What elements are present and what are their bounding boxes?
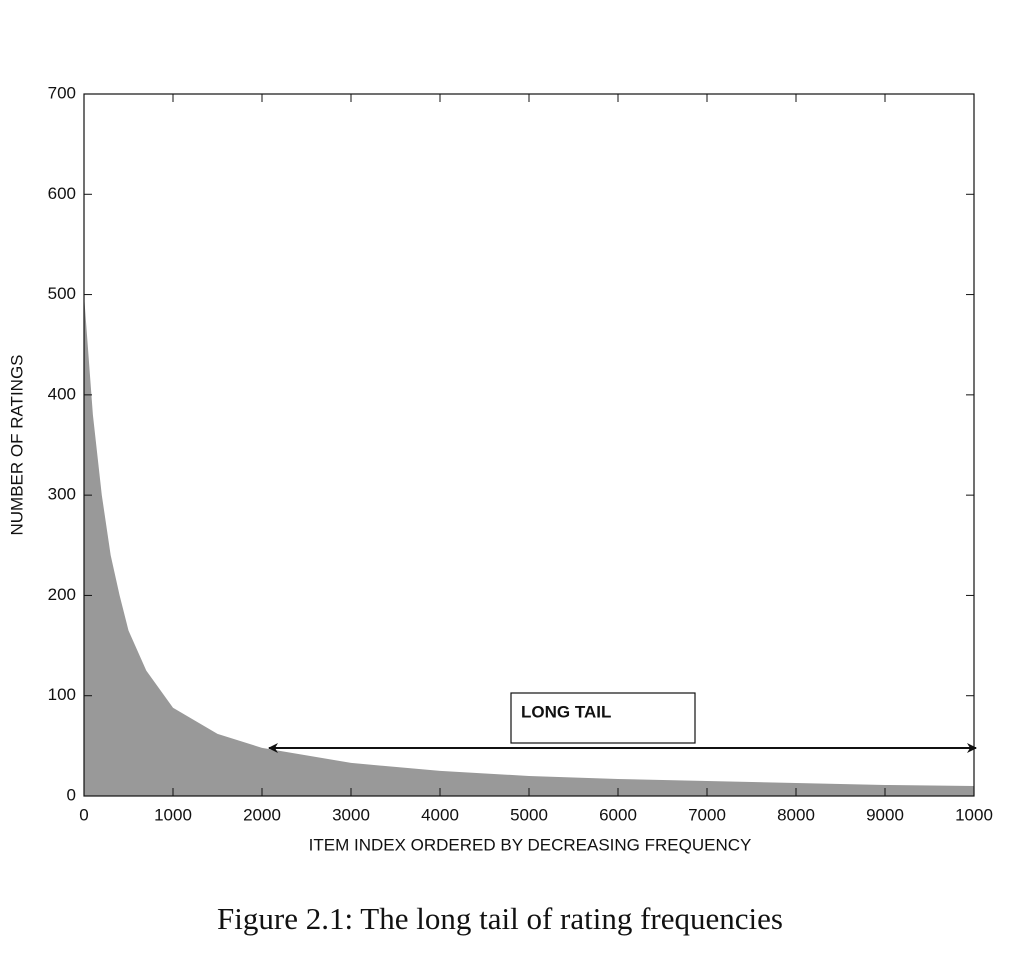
y-tick-label: 100: [48, 685, 76, 704]
x-tick-label: 4000: [421, 805, 459, 824]
x-tick-label: 1000: [955, 805, 993, 824]
y-tick-label: 700: [48, 83, 76, 102]
y-tick-label: 200: [48, 585, 76, 604]
area: [84, 294, 974, 796]
plot-frame: [83, 93, 975, 797]
x-tick-label: 2000: [243, 805, 281, 824]
x-tick-label: 5000: [510, 805, 548, 824]
x-tick-label: 9000: [866, 805, 904, 824]
y-tick-label: 400: [48, 384, 76, 403]
x-tick-label: 6000: [599, 805, 637, 824]
x-tick-label: 0: [79, 805, 88, 824]
x-tick-label: 3000: [332, 805, 370, 824]
x-axis-label: ITEM INDEX ORDERED BY DECREASING FREQUEN…: [309, 835, 752, 854]
annotation-box: [510, 692, 696, 744]
x-tick-label: 1000: [154, 805, 192, 824]
y-axis-label: NUMBER OF RATINGS: [7, 354, 26, 535]
annotation-label: LONG TAIL: [521, 702, 611, 721]
caption: Figure 2.1: The long tail of rating freq…: [217, 901, 783, 936]
y-tick-label: 300: [48, 485, 76, 504]
y-tick-label: 600: [48, 184, 76, 203]
x-tick-label: 7000: [688, 805, 726, 824]
y-tick-label: 500: [48, 284, 76, 303]
x-tick-label: 8000: [777, 805, 815, 824]
y-tick-label: 0: [67, 785, 76, 804]
